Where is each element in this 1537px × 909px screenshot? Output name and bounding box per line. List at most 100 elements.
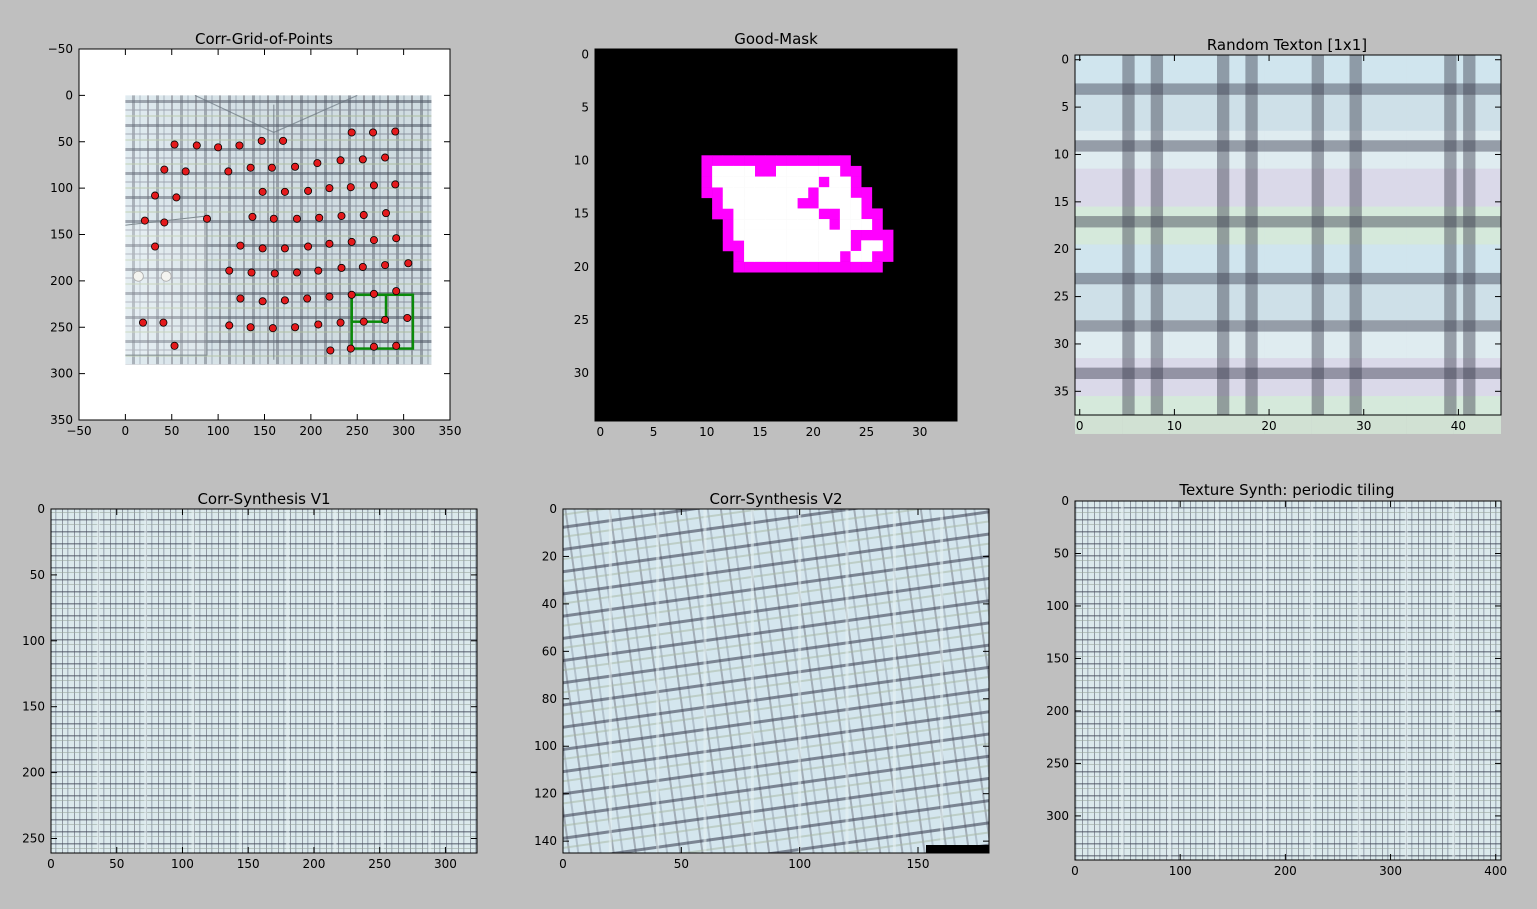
mask-core-cell [850,219,862,230]
texton-patch [1359,206,1407,245]
mask-core-cell [765,219,777,230]
y-tick-label: 200 [22,766,45,780]
grid-point [235,141,244,150]
grid-point [279,136,288,145]
x-tick-label: 0 [47,857,55,871]
texton-patch [1122,55,1170,93]
x-tick-label: 30 [1356,419,1371,433]
grid-point [269,214,278,223]
grid-point [391,127,400,136]
x-tick-label: 100 [207,424,230,438]
mask-edge-cell [754,261,766,273]
grid-point [291,323,300,332]
mask-core-cell [733,197,745,209]
x-tick-label: 40 [1451,419,1466,433]
x-tick-label: 250 [368,857,391,871]
grid-point [304,242,313,251]
texton-patch [1122,130,1170,169]
texton-patch [1359,55,1407,93]
shirt-image [125,94,432,365]
mask-core-cell [786,176,798,188]
mask-edge-cell [765,261,777,273]
texton-patch [1122,168,1170,207]
tile-seam [333,509,337,853]
texton-patch [1453,244,1501,283]
texton-patch [1406,244,1454,283]
corr-grid-panel: Corr-Grid-of-Points −50 0 50 100 150 200 250 30… [48,30,462,438]
x-tick-label: 0 [559,857,567,871]
grid-point [159,318,168,327]
grid-point [280,244,289,253]
plot-frame [562,508,990,854]
mask-core-cell [776,187,787,199]
texton-patch [1406,320,1454,359]
tile-seam [1452,501,1456,860]
texton-patch [1122,282,1170,321]
mask-core-cell [776,197,787,209]
mask-edge-cell [850,229,862,241]
mask-edge-cell [818,261,830,273]
y-tick-label: 20 [574,260,589,274]
texton-patch [1075,92,1123,131]
grid-point [346,344,355,353]
texton-patch [1217,55,1265,93]
mask-core-cell [861,250,873,262]
grid-point [140,216,149,225]
texton-patch [1075,282,1123,321]
texton-patch [1453,168,1501,207]
mask-core-cell [786,187,798,199]
mask-edge-cell [733,155,745,167]
mask-core-cell [807,229,819,241]
mask-core-cell [765,250,777,262]
tile-seam [428,509,432,853]
mask-core-cell [722,165,734,177]
tile-seam [1310,501,1314,860]
texton-dark-row [1075,320,1501,332]
grid-point [160,165,169,174]
mask-core-cell [829,240,841,252]
y-tick-label: 0 [1061,494,1069,508]
mask-core-cell [829,229,841,241]
mask-core-cell [850,208,862,220]
tile-seam [1120,501,1124,860]
unfilled-region [926,845,989,853]
grid-point [181,167,190,176]
texton-patch [1406,130,1454,169]
mask-core-cell [776,176,787,188]
mask-edge-cell [871,250,883,262]
mask-core-cell [839,208,851,220]
tile-seams [1120,501,1456,860]
texton-image [1074,54,1502,434]
mask-edge-cell [839,250,851,262]
grid-point [225,266,234,275]
mask-core-cell [850,197,862,209]
grid-point [314,266,323,275]
grid-point [192,141,201,150]
x-tick-label: 150 [237,857,260,871]
grid-point [358,262,367,271]
x-tick-label: −50 [66,424,91,438]
x-tick-label: 350 [439,424,462,438]
y-axis-ticks: −50 0 50 100 150 200 250 300 350 [48,42,450,427]
texton-patch [1264,168,1312,207]
x-tick-label: 0 [597,425,605,439]
tile-seam [380,509,384,853]
mask-core-cell [871,240,883,252]
grid-point [347,237,356,246]
mask-core-cell [744,208,756,220]
mask-edge-cell [712,197,724,209]
texton-patch [1311,358,1359,397]
x-axis-ticks: 0 5 10 15 20 25 30 [597,49,927,439]
y-tick-label: 300 [50,367,73,381]
x-tick-label: 200 [1274,864,1297,878]
grid-point [369,128,378,137]
mask-core-cell [786,208,798,220]
mask-core-cell [786,240,798,252]
mask-core-cell [786,197,798,209]
mask-core-cell [765,187,777,199]
y-tick-label: 250 [1046,756,1069,770]
grid-point [236,294,245,303]
x-tick-label: 400 [1484,864,1507,878]
mask-edge-cell [733,261,745,273]
